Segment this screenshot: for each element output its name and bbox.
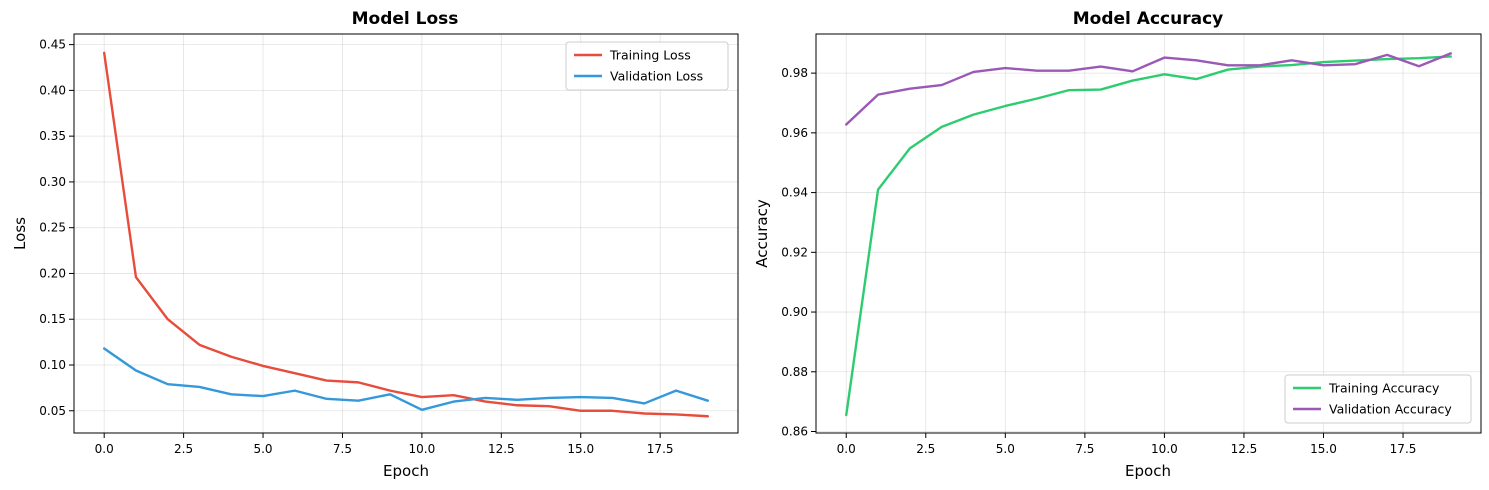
loss-legend: Training Loss Validation Loss (565, 41, 729, 91)
loss-y-tick-label: 0.15 (39, 312, 66, 326)
accuracy-y-tick-label: 0.92 (781, 245, 808, 259)
loss-y-tick-label: 0.35 (39, 129, 66, 143)
accuracy-x-tick-label: 0.0 (837, 442, 856, 456)
loss-x-tick-label: 12.5 (488, 442, 515, 456)
validation-accuracy-legend-label: Validation Accuracy (1329, 402, 1452, 417)
loss-y-tick-label: 0.05 (39, 404, 66, 418)
accuracy-y-tick-label: 0.90 (781, 305, 808, 319)
loss-x-axis-label: Epoch (383, 462, 429, 480)
loss-y-tick-label: 0.40 (39, 83, 66, 97)
loss-x-tick-label: 2.5 (174, 442, 193, 456)
validation-accuracy-line (845, 52, 1452, 126)
accuracy-y-axis-label: Accuracy (753, 199, 771, 268)
training-accuracy-line (845, 55, 1452, 417)
accuracy-x-axis-label: Epoch (1125, 462, 1171, 480)
loss-x-tick-label: 15.0 (567, 442, 594, 456)
accuracy-y-tick-label: 0.98 (781, 66, 808, 80)
accuracy-series-layer (845, 52, 1452, 417)
accuracy-y-tick-label: 0.86 (781, 425, 808, 439)
accuracy-x-tick-label: 10.0 (1151, 442, 1178, 456)
loss-y-tick-label: 0.10 (39, 358, 66, 372)
loss-x-tick-label: 17.5 (647, 442, 674, 456)
loss-axes-frame (73, 33, 739, 434)
validation-loss-legend-label: Validation Loss (610, 69, 703, 84)
loss-panel: Model Loss 0.0 2.5 5.0 7.5 10.0 12.5 15.0 17.5 … (11, 9, 739, 480)
accuracy-chart-title: Model Accuracy (1073, 9, 1223, 29)
accuracy-grid (816, 34, 1481, 433)
accuracy-axes-frame (815, 33, 1482, 434)
accuracy-y-ticks: 0.86 0.88 0.90 0.92 0.94 0.96 0.98 (781, 66, 816, 439)
validation-loss-line (102, 347, 710, 412)
loss-series-layer (102, 51, 710, 418)
loss-y-tick-label: 0.25 (39, 221, 66, 235)
accuracy-y-tick-label: 0.88 (781, 365, 808, 379)
loss-x-ticks: 0.0 2.5 5.0 7.5 10.0 12.5 15.0 17.5 (95, 433, 674, 456)
accuracy-x-tick-label: 2.5 (916, 442, 935, 456)
loss-chart-title: Model Loss (352, 9, 459, 29)
accuracy-legend-box (1284, 374, 1472, 424)
accuracy-x-tick-label: 5.0 (996, 442, 1015, 456)
loss-grid (74, 34, 738, 433)
accuracy-x-tick-label: 15.0 (1310, 442, 1337, 456)
loss-y-tick-label: 0.30 (39, 175, 66, 189)
loss-x-tick-label: 5.0 (253, 442, 272, 456)
loss-x-tick-label: 10.0 (409, 442, 436, 456)
loss-y-tick-label: 0.20 (39, 266, 66, 280)
loss-y-axis-label: Loss (11, 217, 29, 250)
accuracy-y-tick-label: 0.94 (781, 186, 808, 200)
accuracy-y-tick-label: 0.96 (781, 126, 808, 140)
accuracy-legend: Training Accuracy Validation Accuracy (1284, 374, 1472, 424)
accuracy-panel: Model Accuracy 0.0 2.5 5.0 7.5 10.0 12.5 15.0 1… (753, 9, 1482, 480)
loss-x-tick-label: 7.5 (333, 442, 352, 456)
loss-y-tick-label: 0.45 (39, 38, 66, 52)
loss-legend-box (565, 41, 729, 91)
training-loss-legend-label: Training Loss (609, 48, 691, 63)
loss-y-ticks: 0.05 0.10 0.15 0.20 0.25 0.30 0.35 0.40 0.45 (39, 38, 74, 418)
accuracy-x-tick-label: 7.5 (1075, 442, 1094, 456)
accuracy-x-ticks: 0.0 2.5 5.0 7.5 10.0 12.5 15.0 17.5 (837, 433, 1417, 456)
training-loss-line (102, 51, 710, 418)
accuracy-x-tick-label: 12.5 (1231, 442, 1258, 456)
training-accuracy-legend-label: Training Accuracy (1328, 381, 1440, 396)
loss-x-tick-label: 0.0 (95, 442, 114, 456)
accuracy-x-tick-label: 17.5 (1390, 442, 1417, 456)
